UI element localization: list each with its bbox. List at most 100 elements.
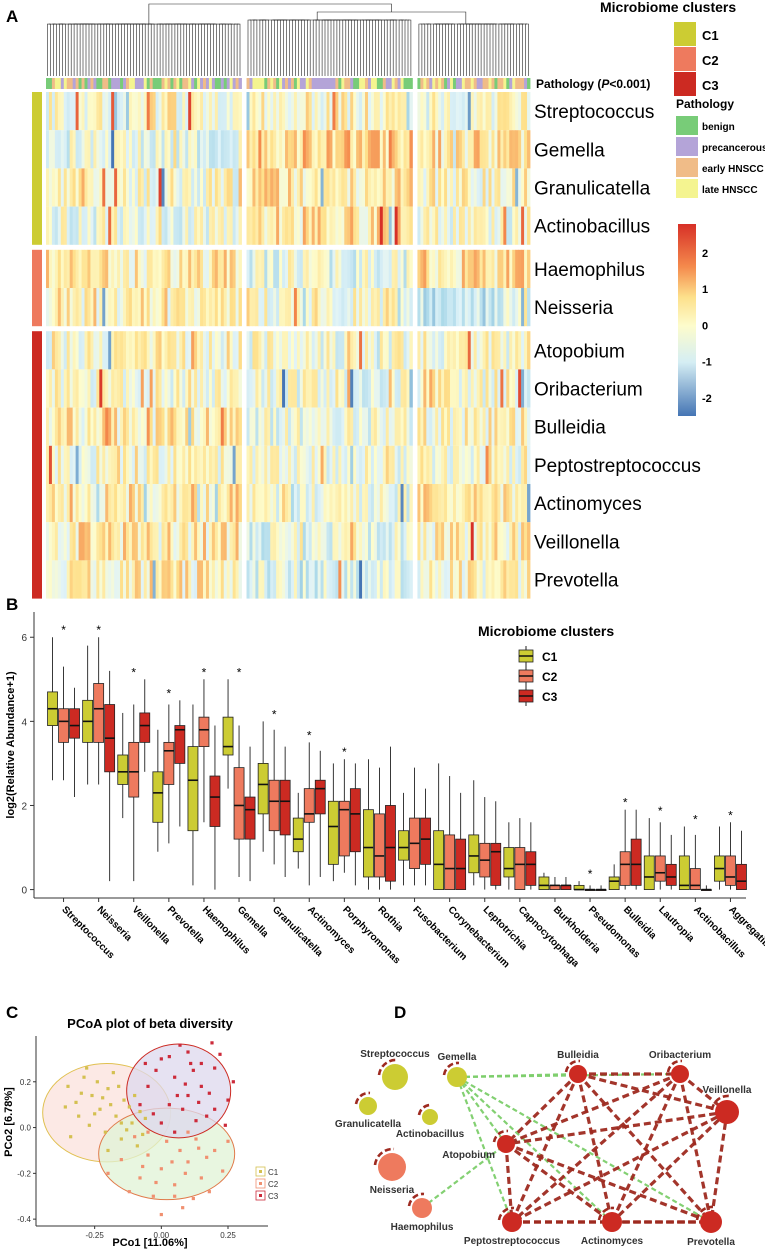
heatmap-cell [78,249,82,288]
heatmap-cell [125,92,130,131]
point-c1 [125,1128,129,1132]
heatmap-cell [238,130,242,169]
heatmap-cell [497,407,501,446]
heatmap-cell [252,206,256,245]
heatmap-cell [60,130,65,169]
heatmap-cell [69,288,74,327]
heatmap-cell [470,369,475,408]
heatmap-cell [473,407,478,446]
heatmap-cell [90,522,94,561]
pcoa-y-tick-label: 0.2 [20,1078,32,1087]
heatmap-cell [173,130,177,169]
box-c3 [420,817,431,865]
heatmap-cell [152,92,157,131]
heatmap-cell [140,407,145,446]
heatmap-cell [179,206,183,245]
heatmap-cell [314,560,319,599]
heatmap-cell [226,249,231,288]
heatmap-cell [314,249,319,288]
row-cluster-segment [32,522,42,561]
heatmap-cell [417,484,421,523]
heatmap-cell [479,407,483,446]
heatmap-cell [311,130,316,169]
pcoa-y-tick-label: 0.0 [20,1124,32,1133]
heatmap-cell [376,445,381,484]
heatmap-cell [72,484,77,523]
heatmap-cell [182,288,186,327]
heatmap-cell [267,484,271,523]
dendrogram-branch [366,19,371,76]
heatmap-cell [51,288,56,327]
network-node-label: Actinomyces [581,1236,644,1247]
heatmap-cell [75,484,79,523]
heatmap-cell [435,560,439,599]
heatmap-cell [488,130,492,169]
heatmap-cell [329,331,333,370]
heatmap-cell [470,288,475,327]
heatmap-cell [182,92,186,131]
heatmap-cell [373,288,378,327]
heatmap-cell [308,522,313,561]
heatmap-cell [409,288,413,327]
point-c3 [151,1112,155,1116]
heatmap-cell [491,249,495,288]
heatmap-cell [441,206,445,245]
heatmap-cell [63,331,68,370]
heatmap-cell [388,522,393,561]
heatmap-cell [208,206,213,245]
heatmap-cell [276,92,280,131]
heatmap-cell [161,484,165,523]
heatmap-cell [509,92,513,131]
heatmap-cell [397,522,401,561]
box-c3 [736,863,747,890]
heatmap-cell [476,522,481,561]
self-loop [442,1061,460,1076]
pathology-cell [488,78,492,89]
heatmap-cell [220,522,225,561]
pathology-cell [60,78,65,89]
heatmap-cell [152,130,157,169]
heatmap-cell [435,168,439,207]
heatmap-cell [117,522,121,561]
heatmap-cell [170,484,174,523]
heatmap-cell [164,445,168,484]
box-c1 [398,830,409,861]
heatmap-cell [435,522,439,561]
heatmap-cell [164,369,168,408]
heatmap-cell [527,168,531,207]
heatmap-cell [518,130,522,169]
heatmap-cell [191,249,195,288]
heatmap-cell [458,130,463,169]
pathology-cell [476,78,481,89]
heatmap-cell [512,130,516,169]
heatmap-cell [87,168,91,207]
heatmap-cell [320,560,324,599]
heatmap-cell [69,522,74,561]
boxplot-x-labels: StreptococcusNeisseriaVeillonellaPrevote… [59,898,765,970]
heatmap-cell [84,331,88,370]
heatmap-cell [81,288,85,327]
heatmap-cell [211,288,216,327]
point-c3 [194,1119,198,1123]
heatmap-cell [137,407,142,446]
point-c1 [98,1107,102,1111]
heatmap-cell [90,206,94,245]
heatmap-cell [176,288,180,327]
heatmap-cell [314,407,319,446]
heatmap-cell [488,560,492,599]
heatmap-cell [164,484,168,523]
heatmap-cell [476,407,481,446]
heatmap-cell [458,522,463,561]
heatmap-cell [48,249,53,288]
heatmap-cell [293,560,298,599]
heatmap-cell [125,288,130,327]
heatmap-cell [87,445,91,484]
heatmap-cell [356,369,360,408]
dendrogram-branch [106,23,113,76]
dendrogram-branch [389,19,394,76]
heatmap-cell [450,206,454,245]
heatmap-cell [99,484,103,523]
heatmap-cell [338,484,342,523]
heatmap-cell [170,407,174,446]
heatmap-cell [515,249,519,288]
